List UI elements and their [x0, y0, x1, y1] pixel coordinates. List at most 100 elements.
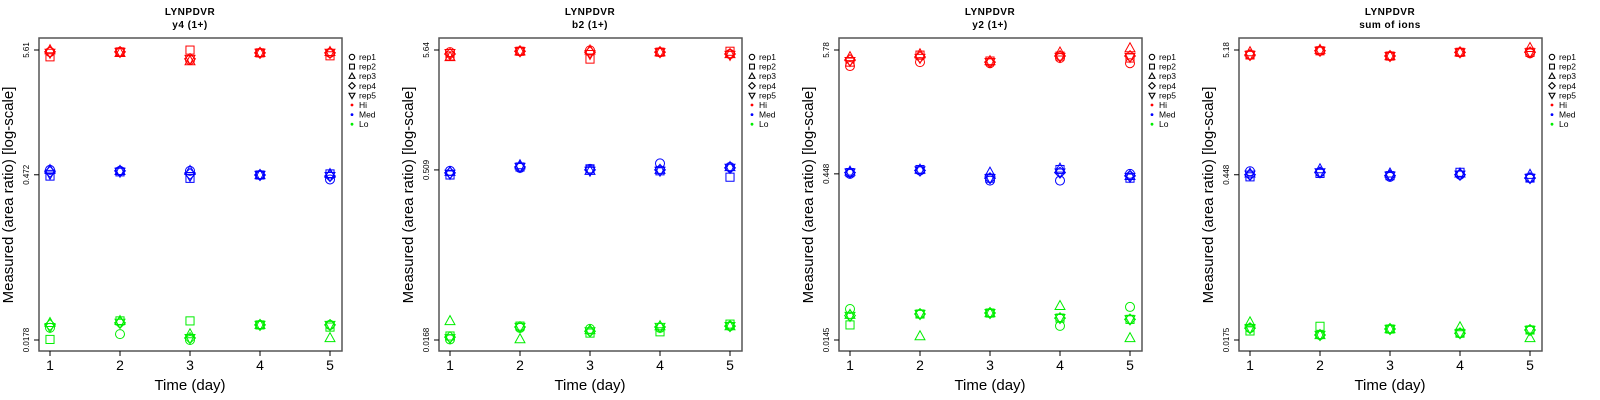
point-lo-rep3-day3 — [184, 327, 196, 339]
legend-item-rep1: rep1 — [1148, 52, 1176, 62]
point-lo-rep5-day3 — [1384, 324, 1396, 336]
point-med-rep5-day1 — [444, 169, 456, 181]
legend-dot-icon — [350, 103, 354, 107]
legend-item-rep2: rep2 — [1149, 62, 1176, 72]
legend-label: Hi — [1559, 100, 1567, 110]
scatter-panel-3: LYNPDVR y2 (1+) 5.78 0.448 0.0145 1 2 3 4 5 Time (… — [800, 7, 1176, 394]
x-tick-label: 3 — [586, 357, 594, 373]
y-tick-label: 0.0168 — [422, 327, 431, 352]
legend-triangle-icon — [748, 71, 756, 79]
point-lo-rep3-day5 — [1124, 331, 1136, 343]
point-med-rep5-day2 — [1314, 168, 1326, 179]
point-lo-rep2-day3 — [185, 316, 195, 326]
point-hi-rep2-day3 — [585, 54, 595, 64]
point-lo-rep1-day1 — [845, 304, 855, 315]
legend-item-rep4: rep4 — [347, 81, 376, 91]
point-lo-rep3-day1 — [844, 308, 856, 319]
point-hi-rep3-day2 — [514, 44, 526, 56]
point-med-rep3-day3 — [584, 164, 596, 175]
legend-triangle-down-icon — [748, 92, 756, 100]
x-tick-label: 4 — [256, 357, 264, 373]
legend-item-hi: Hi — [750, 100, 767, 110]
legend-square-icon — [1549, 63, 1555, 70]
legend-label: Lo — [1159, 119, 1169, 129]
point-hi-rep5-day4 — [654, 48, 666, 59]
legend-circle-icon — [1548, 53, 1556, 61]
chart-subtitle: y4 (1+) — [172, 20, 207, 31]
point-lo-rep5-day4 — [1054, 313, 1066, 325]
legend-item-rep1: rep1 — [1548, 52, 1576, 62]
chart-title: LYNPDVR — [1365, 7, 1416, 18]
point-lo-rep1-day3 — [185, 335, 195, 345]
legend-item-lo: Lo — [750, 119, 769, 129]
legend-label: Hi — [1159, 100, 1167, 110]
point-lo-rep5-day2 — [914, 309, 926, 321]
legend-dot-icon — [1150, 113, 1154, 116]
legend-dot-icon — [1550, 103, 1554, 107]
point-med-rep1-day4 — [1055, 175, 1065, 186]
y-axis-label: Measured (area ratio) [log-scale] — [0, 87, 17, 304]
point-lo-rep5-day4 — [654, 322, 666, 334]
legend-item-rep5: rep5 — [748, 90, 776, 100]
point-lo-rep5-day2 — [114, 318, 126, 330]
point-med-rep3-day4 — [654, 163, 666, 174]
point-lo-rep5-day4 — [254, 320, 266, 332]
x-axis-label: Time (day) — [154, 377, 225, 394]
point-hi-rep5-day1 — [1244, 50, 1256, 62]
legend-triangle-down-icon — [1548, 92, 1556, 100]
chart-subtitle: sum of ions — [1359, 20, 1421, 31]
legend-label: rep4 — [1559, 81, 1576, 91]
point-hi-rep3-day3 — [1384, 49, 1396, 61]
point-hi-rep5-day4 — [1054, 52, 1066, 64]
legend-diamond-icon — [1547, 81, 1557, 90]
point-hi-rep5-day2 — [114, 47, 126, 59]
x-tick-label: 3 — [986, 357, 994, 373]
point-lo-rep5-day5 — [724, 322, 736, 333]
point-lo-rep3-day4 — [1454, 320, 1466, 332]
x-tick-label: 3 — [1386, 357, 1394, 373]
legend-item-rep3: rep3 — [1548, 71, 1576, 81]
legend-label: rep4 — [359, 81, 376, 91]
point-med-rep3-day3 — [984, 166, 996, 177]
legend-dot-icon — [750, 103, 754, 107]
point-med-rep3-day5 — [1524, 168, 1536, 179]
legend-label: rep5 — [359, 90, 376, 100]
data-points — [843, 41, 1137, 343]
point-hi-rep5-day3 — [1384, 51, 1396, 63]
x-tick-label: 5 — [1126, 357, 1134, 373]
x-tick-label: 3 — [186, 357, 194, 373]
y-tick-label: 5.78 — [822, 42, 831, 58]
point-hi-rep4-day1 — [843, 53, 857, 67]
legend-item-med: Med — [350, 110, 376, 120]
legend-label: rep2 — [1159, 62, 1176, 72]
legend-dot-icon — [1150, 103, 1154, 107]
legend-label: rep1 — [759, 52, 776, 62]
legend-item-rep4: rep4 — [1547, 81, 1576, 91]
point-hi-rep5-day5 — [724, 50, 736, 62]
legend-item-hi: Hi — [350, 100, 367, 110]
point-lo-rep3-day3 — [984, 306, 996, 318]
legend-triangle-down-icon — [348, 92, 356, 100]
point-hi-rep5-day3 — [984, 58, 996, 69]
point-lo-rep3-day1 — [1244, 315, 1256, 327]
point-lo-rep2-day4 — [655, 327, 665, 337]
y-tick-label: 0.0145 — [822, 327, 831, 352]
point-lo-rep5-day1 — [844, 311, 856, 323]
data-points — [43, 43, 337, 345]
legend-dot-icon — [1550, 113, 1554, 116]
legend-circle-icon — [1148, 53, 1156, 61]
legend-label: Lo — [1559, 119, 1569, 129]
x-tick-label: 4 — [1056, 357, 1064, 373]
x-tick-label: 5 — [1526, 357, 1534, 373]
legend-item-rep3: rep3 — [1148, 71, 1176, 81]
point-hi-rep5-day3 — [184, 54, 196, 66]
point-med-rep5-day5 — [724, 163, 736, 175]
legend-diamond-icon — [747, 81, 757, 90]
plot-frame — [1238, 37, 1543, 352]
point-lo-rep2-day1 — [1245, 326, 1255, 336]
legend-item-rep4: rep4 — [1147, 81, 1176, 91]
point-hi-rep2-day1 — [45, 52, 55, 62]
